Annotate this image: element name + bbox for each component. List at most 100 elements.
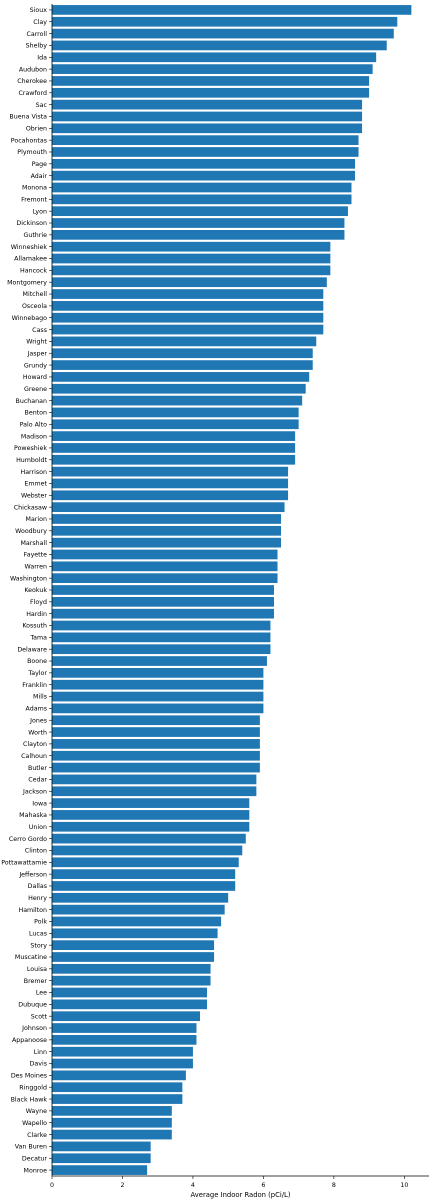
y-tick-label: Wayne	[26, 1108, 47, 1115]
bar-delaware	[52, 644, 271, 655]
y-tick-label: Marshall	[20, 540, 47, 547]
y-tick-label: Henry	[28, 895, 47, 902]
x-tick-label: 0	[50, 1182, 54, 1189]
y-tick-label: Carroll	[26, 31, 47, 38]
bar-taylor	[52, 668, 264, 678]
bar-sioux	[52, 5, 412, 15]
y-tick-label: Cedar	[28, 777, 47, 784]
bar-hamilton	[52, 904, 225, 915]
bar-tama	[52, 632, 271, 643]
y-tick-label: Buchanan	[16, 398, 47, 405]
bar-story	[52, 940, 215, 951]
y-tick-label: Greene	[24, 386, 47, 393]
bar-monroe	[52, 1165, 148, 1175]
bar-appanoose	[52, 1035, 197, 1045]
bar-lee	[52, 987, 208, 998]
y-tick-label: Marion	[26, 516, 47, 523]
bar-van-buren	[52, 1141, 151, 1152]
y-tick-label: Sioux	[30, 7, 48, 14]
y-tick-label: Cerro Gordo	[9, 836, 47, 843]
y-axis-ticks: Sioux Clay Carroll Shelby Ida Audubon Cherokee…	[1, 7, 52, 1174]
y-tick-label: Osceola	[22, 303, 47, 310]
y-tick-label: Louisa	[27, 966, 47, 973]
bar-page	[52, 158, 356, 169]
x-axis-title: Average Indoor Radon (pCi/L)	[191, 1191, 291, 1199]
y-tick-label: Mills	[33, 694, 47, 701]
bar-mahaska	[52, 810, 250, 820]
y-tick-label: Chickasaw	[14, 504, 47, 511]
y-tick-label: Fremont	[21, 197, 47, 204]
bar-marion	[52, 514, 282, 524]
y-tick-label: Palo Alto	[20, 421, 48, 428]
y-tick-label: Ringgold	[19, 1084, 47, 1091]
bar-ida	[52, 52, 377, 63]
y-tick-label: Taylor	[27, 670, 47, 677]
bar-cerro-gordo	[52, 833, 246, 844]
bar-ringgold	[52, 1082, 183, 1093]
bar-keokuk	[52, 585, 274, 595]
y-tick-label: Jackson	[22, 788, 47, 795]
y-tick-label: Humboldt	[16, 457, 47, 464]
bar-fremont	[52, 194, 352, 205]
bar-warren	[52, 561, 278, 572]
bar-adams	[52, 703, 264, 714]
y-tick-label: Winneshiek	[11, 244, 48, 251]
bar-lucas	[52, 928, 218, 939]
y-tick-label: Cherokee	[17, 78, 47, 85]
y-tick-label: Ida	[37, 54, 47, 61]
bar-cass	[52, 324, 324, 335]
bar-emmet	[52, 478, 289, 489]
bar-dallas	[52, 881, 236, 891]
y-tick-label: Mitchell	[23, 291, 48, 298]
y-tick-label: Union	[29, 824, 47, 831]
bar-jones	[52, 715, 260, 726]
y-tick-label: Wapello	[22, 1120, 47, 1127]
y-tick-label: Hancock	[20, 268, 47, 275]
y-tick-label: Winnebago	[12, 315, 48, 322]
bar-woodbury	[52, 525, 282, 536]
y-tick-label: Madison	[21, 433, 47, 440]
y-tick-label: Bremer	[24, 978, 48, 985]
bar-johnson	[52, 1023, 197, 1033]
y-tick-label: Grundy	[24, 362, 47, 369]
y-tick-label: Dickinson	[16, 220, 47, 227]
x-tick-label: 2	[120, 1182, 124, 1189]
bar-mills	[52, 691, 264, 702]
y-tick-label: Adams	[26, 706, 47, 713]
bar-floyd	[52, 596, 274, 607]
y-tick-label: Plymouth	[17, 149, 47, 156]
bar-mitchell	[52, 289, 324, 299]
y-tick-label: Lyon	[33, 208, 48, 215]
bar-grundy	[52, 360, 313, 370]
bar-union	[52, 821, 250, 832]
y-tick-label: Scott	[31, 1013, 48, 1020]
x-tick-label: 4	[191, 1182, 195, 1189]
y-tick-label: Wright	[26, 339, 47, 346]
bar-jefferson	[52, 869, 236, 879]
bar-pottawattamie	[52, 857, 239, 868]
bar-crawford	[52, 87, 370, 98]
y-tick-label: Appanoose	[12, 1037, 47, 1044]
bar-franklin	[52, 679, 264, 690]
y-tick-label: Keokuk	[24, 587, 47, 594]
y-tick-label: Linn	[34, 1049, 47, 1056]
y-tick-label: Jasper	[27, 350, 48, 357]
bar-black-hawk	[52, 1094, 183, 1104]
y-tick-label: Benton	[25, 410, 48, 417]
bar-jasper	[52, 348, 313, 359]
bar-palo-alto	[52, 419, 299, 430]
y-tick-label: Floyd	[30, 599, 47, 606]
bar-pocahontas	[52, 135, 359, 145]
bar-poweshiek	[52, 443, 296, 453]
bar-chickasaw	[52, 502, 285, 512]
y-tick-label: Buena Vista	[9, 114, 47, 121]
bar-clinton	[52, 845, 243, 856]
y-tick-label: Clay	[33, 19, 47, 26]
y-tick-label: Kossuth	[22, 623, 47, 630]
x-tick-label: 6	[261, 1182, 265, 1189]
bar-davis	[52, 1058, 193, 1069]
y-tick-label: Warren	[25, 564, 47, 571]
bar-linn	[52, 1046, 193, 1057]
bar-hardin	[52, 608, 274, 619]
y-tick-label: Audubon	[19, 66, 47, 73]
